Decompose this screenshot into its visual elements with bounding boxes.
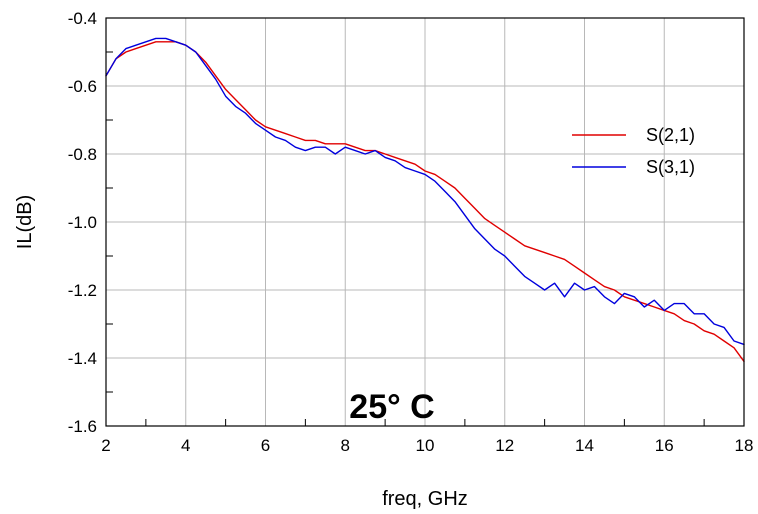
tick-labels: 2 4 6 8 10 12 14 16 18 -1.6 -1.4 -1.2 -1.0 -0.8 -0.6 -0… [68, 9, 754, 455]
legend-label-s31: S(3,1) [646, 157, 695, 177]
x-tick-label: 14 [575, 436, 594, 455]
y-tick-label: -1.4 [68, 349, 97, 368]
series-line-s21 [105, 41, 745, 363]
y-tick-label: -1.6 [68, 417, 97, 436]
x-tick-label: 2 [101, 436, 110, 455]
y-tick-label: -0.4 [68, 9, 97, 28]
temperature-annotation: 25° C [349, 388, 434, 426]
x-tick-label: 4 [181, 436, 190, 455]
legend-label-s21: S(2,1) [646, 125, 695, 145]
x-axis-title: freq, GHz [382, 488, 468, 510]
series-line-s31 [105, 37, 745, 346]
y-axis-title: IL(dB) [14, 195, 36, 249]
grid-lines [106, 18, 744, 426]
legend: S(2,1) S(3,1) [572, 125, 695, 177]
y-tick-label: -1.0 [68, 213, 97, 232]
y-tick-label: -0.6 [68, 77, 97, 96]
x-tick-label: 16 [655, 436, 674, 455]
x-tick-label: 18 [735, 436, 754, 455]
series-lines [105, 37, 745, 363]
x-tick-label: 8 [341, 436, 350, 455]
x-tick-label: 12 [495, 436, 514, 455]
y-tick-label: -1.2 [68, 281, 97, 300]
x-tick-label: 6 [261, 436, 270, 455]
x-tick-label: 10 [416, 436, 435, 455]
minor-ticks [106, 51, 705, 426]
plot-frame [105, 17, 745, 427]
y-tick-label: -0.8 [68, 145, 97, 164]
